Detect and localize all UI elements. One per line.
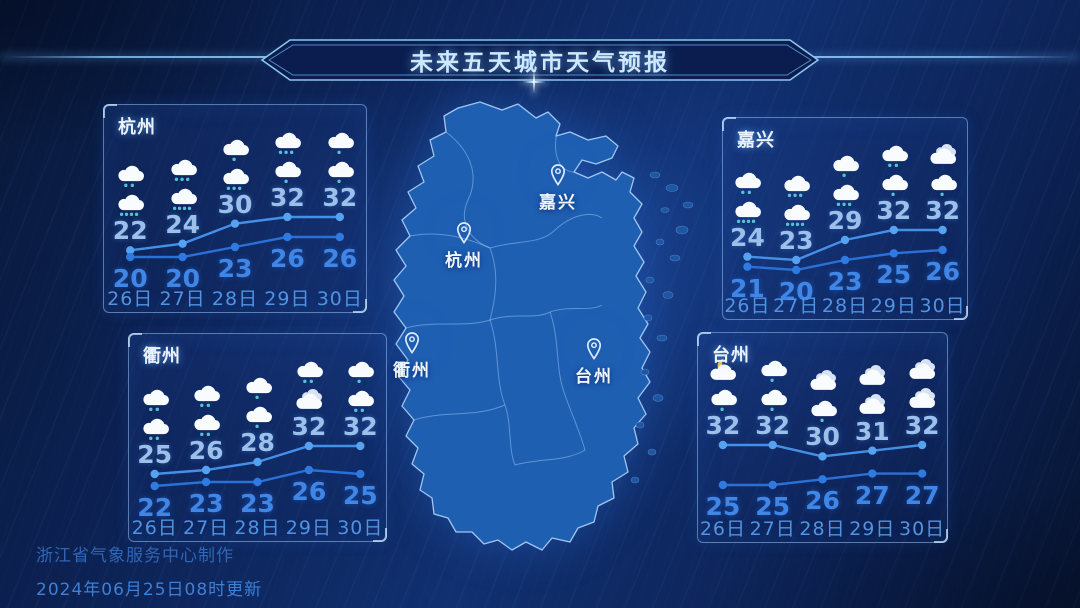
map-label-jiaxing: 嘉兴: [518, 164, 598, 213]
high-temp-value: 32: [342, 412, 378, 441]
weather-icon-rain-2: [190, 382, 222, 410]
low-temp-value: 26: [291, 477, 327, 506]
update-timestamp: 2024年06月25日08时更新: [36, 580, 263, 600]
weather-icon-rain-1: [242, 374, 274, 402]
weather-icon-rain-2: [344, 387, 376, 415]
location-pin-icon: [586, 338, 602, 360]
weather-icon-rain-1: [757, 386, 789, 414]
weather-icon-rain-3: [271, 129, 303, 157]
high-temp-value: 26: [188, 436, 224, 465]
date-label: 30日: [899, 518, 946, 540]
weather-icon-rain-1: [324, 129, 356, 157]
forecast-panel-hangzhou: 杭州 22 20 26日 24 20 27日 30 23 28日 32 26 29日 32 26 30日: [103, 104, 367, 313]
high-temp-value: 32: [322, 183, 358, 212]
weather-icon-cloudy: [856, 392, 888, 420]
title-banner: 未来五天城市天气预报: [260, 38, 820, 82]
weather-icon-rain-1: [927, 171, 959, 199]
weather-icon-cloudy: [927, 142, 959, 170]
date-label: 30日: [316, 288, 363, 310]
weather-icon-rain-3: [167, 156, 199, 184]
low-temp-value: 23: [217, 254, 253, 283]
weather-icon-rain-4: [731, 198, 763, 226]
page-title: 未来五天城市天气预报: [410, 50, 670, 76]
location-pin-icon: [456, 222, 472, 244]
date-label: 30日: [337, 517, 384, 539]
weather-icon-cloudy: [807, 368, 839, 396]
low-temp-value: 26: [269, 244, 305, 273]
low-temp-value: 26: [925, 257, 960, 286]
high-temp-value: 30: [217, 189, 253, 219]
low-temp-value: 26: [805, 486, 840, 516]
weather-icon-rain-1: [344, 358, 376, 386]
location-pin-icon: [404, 332, 420, 354]
zhejiang-province-map: 嘉兴 杭州 衢州 台州: [350, 80, 710, 570]
weather-icon-rain-3: [829, 181, 861, 209]
weather-icon-rain-4: [780, 201, 812, 229]
weather-icon-rain-1: [219, 136, 251, 164]
date-label: 30日: [919, 295, 966, 317]
footer-credits: 浙江省气象服务中心制作 2024年06月25日08时更新: [36, 541, 262, 600]
high-temp-value: 31: [854, 416, 890, 446]
low-temp-value: 27: [854, 480, 890, 510]
weather-icon-rain-3: [780, 172, 812, 200]
weather-icon-rain-2: [293, 358, 325, 386]
low-temp-value: 25: [342, 481, 378, 510]
weather-icon-rain-1: [324, 158, 356, 186]
map-label-taizhou: 台州: [554, 338, 634, 387]
weather-icon-rain-2: [878, 142, 910, 170]
weather-icon-rain-1: [242, 403, 274, 431]
weather-icon-rain-1: [271, 158, 303, 186]
weather-icon-rain-2: [114, 162, 146, 190]
weather-icon-rain-2: [190, 411, 222, 439]
location-pin-icon: [550, 164, 566, 186]
panel-city-name: 杭州: [118, 117, 156, 138]
weather-icon-rain-4: [167, 185, 199, 213]
high-temp-value: 23: [778, 226, 814, 255]
weather-icon-rain-2: [139, 415, 171, 443]
high-temp-value: 22: [112, 216, 148, 246]
high-temp-value: 32: [876, 196, 912, 225]
high-temp-value: 24: [730, 222, 765, 252]
weather-icon-rain-1: [829, 152, 861, 180]
weather-icon-cloudy: [906, 357, 938, 385]
forecast-panel-taizhou: 台州 32 25 26日 32 25 27日 30 26 28日 31 27 29日 32 27 30日: [697, 332, 948, 543]
high-temp-value: 30: [805, 422, 840, 452]
weather-icon-rain-1: [757, 357, 789, 385]
forecast-panel-quzhou: 衢州 25 22 26日 26 23 27日 28 23 28日 32 26 29日 32 25 30日: [128, 333, 387, 542]
weather-icon-cloudy: [293, 387, 325, 415]
high-temp-value: 32: [269, 183, 305, 212]
low-temp-value: 27: [904, 480, 940, 510]
weather-icon-rain-1: [878, 171, 910, 199]
low-temp-value: 26: [322, 244, 358, 273]
map-label-hangzhou: 杭州: [424, 222, 504, 271]
high-temp-value: 28: [240, 428, 275, 457]
panel-city-name: 衢州: [143, 346, 181, 367]
high-temp-value: 25: [137, 440, 173, 469]
low-temp-value: 25: [876, 260, 912, 290]
weather-icon-cloudy: [906, 386, 938, 414]
weather-icon-rain-1: [707, 386, 739, 414]
high-temp-value: 24: [165, 209, 200, 239]
high-temp-value: 32: [705, 411, 741, 440]
high-temp-value: 32: [755, 411, 791, 440]
high-temp-value: 32: [925, 196, 960, 225]
high-temp-value: 32: [291, 412, 327, 441]
weather-icon-rain-2: [139, 386, 171, 414]
weather-icon-rain-2: [731, 169, 763, 197]
panel-city-name: 台州: [712, 345, 750, 366]
high-temp-value: 32: [904, 411, 940, 440]
weather-icon-rain-3: [219, 165, 251, 193]
weather-icon-cloudy: [856, 363, 888, 391]
producer-credit: 浙江省气象服务中心制作: [36, 546, 234, 566]
panel-city-name: 嘉兴: [737, 130, 775, 151]
forecast-panel-jiaxing: 嘉兴 24 21 26日 23 20 27日 29 23 28日 32 25 29日 32 26 30日: [722, 117, 968, 320]
high-temp-value: 29: [827, 206, 863, 235]
